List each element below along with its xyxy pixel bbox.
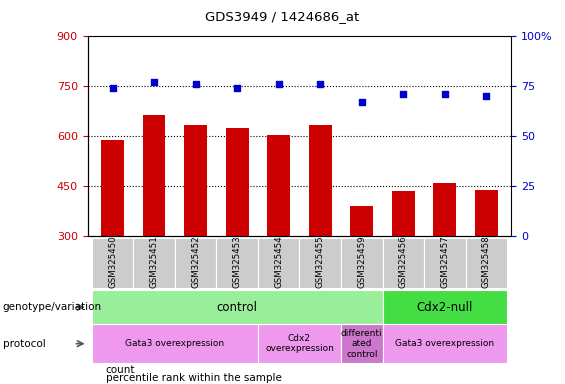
- Point: [108, 85, 117, 91]
- Bar: [424, 238, 466, 288]
- Bar: [433, 183, 457, 236]
- Bar: [341, 238, 383, 288]
- Point: [440, 91, 449, 98]
- Point: [233, 85, 242, 91]
- Bar: [299, 238, 341, 288]
- Bar: [101, 140, 124, 236]
- Text: Gata3 overexpression: Gata3 overexpression: [396, 339, 494, 348]
- Bar: [92, 238, 133, 288]
- Bar: [383, 238, 424, 288]
- Text: GSM325452: GSM325452: [191, 236, 200, 288]
- Bar: [267, 135, 290, 236]
- Point: [316, 81, 325, 88]
- Text: GSM325456: GSM325456: [399, 236, 408, 288]
- Point: [150, 79, 159, 86]
- Text: GSM325459: GSM325459: [357, 236, 366, 288]
- Text: GSM325457: GSM325457: [440, 236, 449, 288]
- Text: Cdx2-null: Cdx2-null: [416, 301, 473, 314]
- Bar: [216, 238, 258, 288]
- Bar: [92, 290, 383, 324]
- Text: GSM325450: GSM325450: [108, 236, 117, 288]
- Bar: [92, 324, 258, 363]
- Bar: [133, 238, 175, 288]
- Bar: [350, 206, 373, 236]
- Text: GSM325453: GSM325453: [233, 236, 242, 288]
- Bar: [475, 190, 498, 236]
- Text: Gata3 overexpression: Gata3 overexpression: [125, 339, 224, 348]
- Text: GSM325458: GSM325458: [482, 236, 491, 288]
- Bar: [383, 290, 507, 324]
- Bar: [466, 238, 507, 288]
- Text: differenti
ated
control: differenti ated control: [341, 329, 383, 359]
- Point: [274, 81, 283, 88]
- Text: control: control: [216, 301, 258, 314]
- Bar: [309, 125, 332, 236]
- Point: [399, 91, 408, 98]
- Text: genotype/variation: genotype/variation: [3, 302, 102, 312]
- Text: count: count: [106, 365, 135, 375]
- Bar: [258, 238, 299, 288]
- Text: GSM325451: GSM325451: [150, 236, 159, 288]
- Point: [191, 81, 200, 88]
- Text: Cdx2
overexpression: Cdx2 overexpression: [265, 334, 334, 353]
- Text: protocol: protocol: [3, 339, 46, 349]
- Bar: [175, 238, 216, 288]
- Point: [482, 93, 491, 99]
- Point: [357, 99, 366, 106]
- Text: GSM325455: GSM325455: [316, 236, 325, 288]
- Text: percentile rank within the sample: percentile rank within the sample: [106, 373, 281, 383]
- Bar: [142, 115, 166, 236]
- Bar: [184, 125, 207, 236]
- Text: GDS3949 / 1424686_at: GDS3949 / 1424686_at: [205, 10, 360, 23]
- Bar: [341, 324, 383, 363]
- Text: GSM325454: GSM325454: [274, 236, 283, 288]
- Bar: [392, 191, 415, 236]
- Bar: [258, 324, 341, 363]
- Bar: [383, 324, 507, 363]
- Bar: [225, 128, 249, 236]
